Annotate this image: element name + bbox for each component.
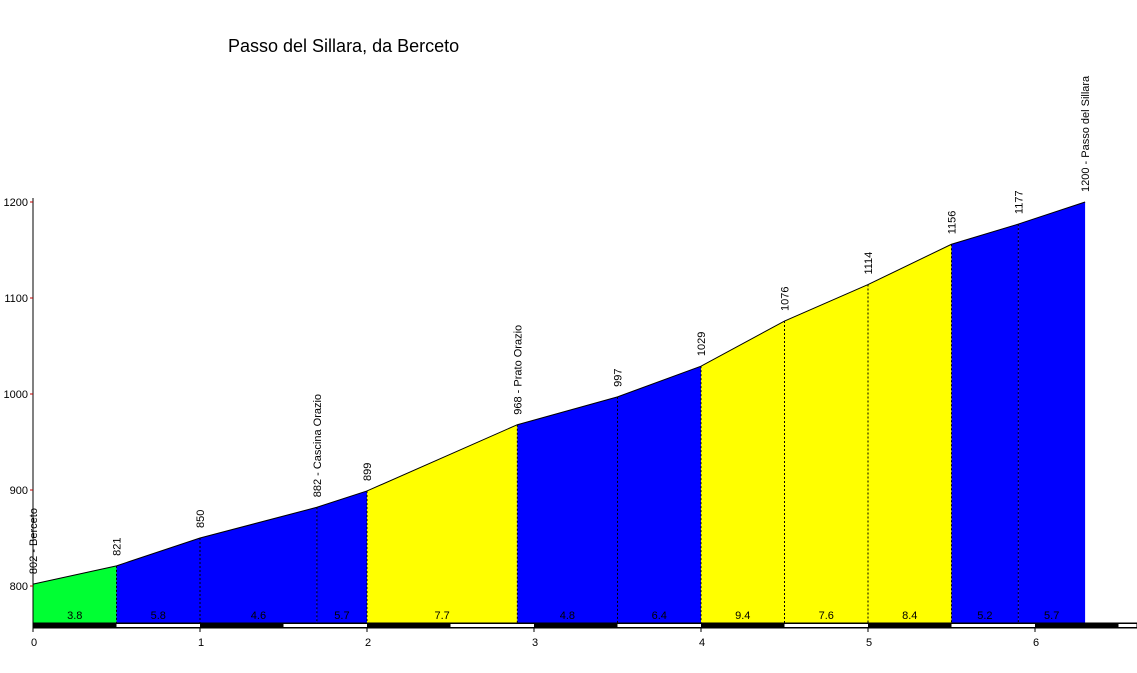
grade-label: 5.2 xyxy=(977,610,992,622)
x-axis-bar-half xyxy=(784,624,868,627)
y-axis: 800 900 1000 1100 1200 xyxy=(4,197,34,623)
grade-label: 5.7 xyxy=(334,610,349,622)
point-label: 850 xyxy=(195,510,207,528)
x-tick-label: 0 xyxy=(31,637,37,649)
chart-title: Passo del Sillara, da Berceto xyxy=(228,36,459,56)
x-axis-bar-half xyxy=(617,624,701,627)
y-tick-label: 800 xyxy=(10,581,28,593)
point-label: 1177 xyxy=(1013,190,1025,214)
segment-area xyxy=(784,284,868,623)
point-label: 968 - Prato Orazio xyxy=(512,325,524,415)
x-tick-label: 5 xyxy=(866,637,872,649)
y-tick-label: 1000 xyxy=(4,389,28,401)
segment-dividers xyxy=(116,224,1019,623)
x-axis-bar xyxy=(1035,623,1137,628)
grade-label: 4.6 xyxy=(251,610,266,622)
point-label: 1200 - Passo del Sillara xyxy=(1080,75,1092,192)
x-tick-label: 1 xyxy=(198,637,204,649)
segment-area xyxy=(617,366,701,623)
x-axis-bar-half xyxy=(450,624,534,627)
point-labels: 802 - Berceto 821 850 882 - Cascina Orazio 8… xyxy=(28,75,1092,574)
point-label: 1114 xyxy=(863,252,875,275)
x-tick-label: 6 xyxy=(1033,637,1039,649)
point-label: 899 xyxy=(362,463,374,481)
segment-area xyxy=(367,424,518,623)
segment-area xyxy=(951,224,1019,623)
x-axis-bar-half xyxy=(116,624,200,627)
grade-labels: 3.8 5.8 4.6 5.7 7.7 4.8 6.4 9.4 7.6 8.4 5.2 5.7 xyxy=(67,610,1059,622)
point-label: 802 - Berceto xyxy=(28,508,40,574)
y-tick-label: 1200 xyxy=(4,197,28,209)
grade-label: 8.4 xyxy=(902,610,917,622)
segment-area xyxy=(33,565,117,623)
x-axis-bar-half xyxy=(1118,624,1137,627)
grade-label: 6.4 xyxy=(652,610,667,622)
x-axis-bar-half xyxy=(283,624,367,627)
y-tick-label: 900 xyxy=(10,485,28,497)
x-axis-frame xyxy=(32,622,1137,629)
y-tick-label: 1100 xyxy=(4,293,28,305)
grade-label: 5.7 xyxy=(1044,610,1059,622)
x-tick-label: 4 xyxy=(699,637,705,649)
grade-label: 9.4 xyxy=(735,610,750,622)
grade-label: 7.6 xyxy=(819,610,834,622)
grade-label: 7.7 xyxy=(435,610,450,622)
segment-area xyxy=(200,507,317,623)
profile-areas xyxy=(32,201,1086,624)
segment-area xyxy=(1018,202,1086,623)
point-label: 1076 xyxy=(780,287,792,311)
x-axis-bar-half xyxy=(951,624,1035,627)
segment-area xyxy=(868,244,952,624)
point-label: 1029 xyxy=(696,332,708,356)
x-tick-label: 3 xyxy=(532,637,538,649)
point-label: 882 - Cascina Orazio xyxy=(312,394,324,497)
segment-area xyxy=(517,396,618,623)
grade-label: 5.8 xyxy=(151,610,166,622)
segment-area xyxy=(701,321,785,623)
x-tick-label: 2 xyxy=(365,637,371,649)
segment-area xyxy=(316,490,367,623)
point-label: 821 xyxy=(112,537,124,555)
x-axis: 0 1 2 3 4 5 6 xyxy=(31,622,1137,649)
grade-label: 4.8 xyxy=(560,610,575,622)
point-label: 1156 xyxy=(947,211,959,235)
point-label: 997 xyxy=(613,369,625,387)
grade-label: 3.8 xyxy=(67,610,82,622)
